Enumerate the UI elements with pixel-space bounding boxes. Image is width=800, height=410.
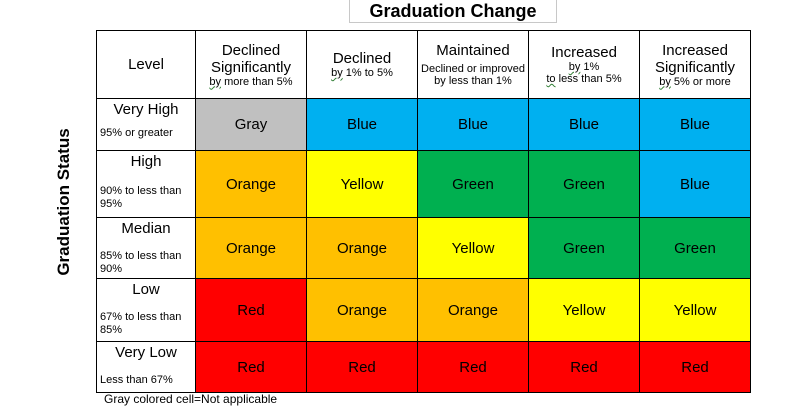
header-sub: by 5% or more: [659, 75, 731, 88]
matrix-cell-green: Green: [528, 150, 640, 218]
level-name: Very High: [113, 101, 179, 118]
level-range: 67% to less than 85%: [100, 311, 182, 336]
matrix-cell-orange: Orange: [306, 217, 418, 279]
level-cell: High 90% to less than 95%: [96, 150, 196, 218]
row-very-low: Very Low Less than 67% Red Red Red Red R…: [96, 341, 751, 393]
matrix-cell-blue: Blue: [528, 98, 640, 151]
header-level: Level: [96, 30, 196, 99]
matrix-cell-orange: Orange: [195, 150, 307, 218]
level-name: Median: [121, 220, 171, 237]
level-cell: Low 67% to less than 85%: [96, 278, 196, 342]
matrix-cell-gray: Gray: [195, 98, 307, 151]
level-name: High: [130, 153, 162, 170]
header-row: Level Declined Significantly by more tha…: [96, 30, 751, 99]
row-median: Median 85% to less than 90% Orange Orang…: [96, 217, 751, 279]
matrix-cell-green: Green: [528, 217, 640, 279]
level-cell: Very High 95% or greater: [96, 98, 196, 151]
header-maintained: Maintained Declined or improved by less …: [417, 30, 529, 99]
matrix-cell-yellow: Yellow: [306, 150, 418, 218]
header-increased-significantly: Increased Significantly by 5% or more: [639, 30, 751, 99]
header-declined-significantly: Declined Significantly by more than 5%: [195, 30, 307, 99]
header-main: Maintained: [436, 42, 510, 59]
header-increased: Increased by 1% to less than 5%: [528, 30, 640, 99]
header-sub-2: to less than 5%: [546, 73, 622, 85]
header-sub: by 1% to 5%: [331, 67, 393, 79]
matrix-cell-yellow: Yellow: [528, 278, 640, 342]
level-range: 85% to less than 90%: [100, 250, 182, 275]
matrix-cell-red: Red: [195, 341, 307, 393]
header-main: Declined: [332, 50, 392, 67]
row-high: High 90% to less than 95% Orange Yellow …: [96, 150, 751, 218]
matrix-cell-yellow: Yellow: [417, 217, 529, 279]
header-declined: Declined by 1% to 5%: [306, 30, 418, 99]
header-sub: by 1%: [568, 61, 600, 73]
matrix-cell-blue: Blue: [417, 98, 529, 151]
footnote: Gray colored cell=Not applicable: [104, 392, 278, 406]
matrix-cell-green: Green: [639, 217, 751, 279]
level-cell: Very Low Less than 67%: [96, 341, 196, 393]
graduation-status-label: Graduation Status: [54, 128, 73, 276]
header-main: Declined Significantly: [210, 41, 292, 76]
row-low: Low 67% to less than 85% Red Orange Oran…: [96, 278, 751, 342]
level-name: Very Low: [115, 344, 177, 361]
header-main: Increased: [551, 44, 617, 61]
level-range: 95% or greater: [100, 127, 173, 139]
matrix-cell-red: Red: [195, 278, 307, 342]
matrix-cell-yellow: Yellow: [639, 278, 751, 342]
matrix-cell-orange: Orange: [417, 278, 529, 342]
chart-title: Graduation Change: [349, 0, 557, 23]
matrix-cell-red: Red: [639, 341, 751, 393]
matrix-cell-blue: Blue: [639, 150, 751, 218]
matrix-cell-blue: Blue: [639, 98, 751, 151]
matrix-cell-red: Red: [417, 341, 529, 393]
row-very-high: Very High 95% or greater Gray Blue Blue …: [96, 98, 751, 151]
matrix-cell-green: Green: [417, 150, 529, 218]
level-range: 90% to less than 95%: [100, 185, 182, 210]
matrix-cell-orange: Orange: [195, 217, 307, 279]
matrix-cell-orange: Orange: [306, 278, 418, 342]
header-sub: Declined or improved by less than 1%: [421, 63, 525, 87]
matrix-cell-red: Red: [306, 341, 418, 393]
level-name: Low: [132, 281, 160, 298]
matrix-cell-red: Red: [528, 341, 640, 393]
header-main: Increased Significantly: [654, 41, 736, 76]
graduation-matrix-table: Level Declined Significantly by more tha…: [96, 30, 751, 393]
header-sub: by more than 5%: [209, 75, 293, 88]
level-range: Less than 67%: [100, 374, 173, 386]
level-cell: Median 85% to less than 90%: [96, 217, 196, 279]
matrix-cell-blue: Blue: [306, 98, 418, 151]
